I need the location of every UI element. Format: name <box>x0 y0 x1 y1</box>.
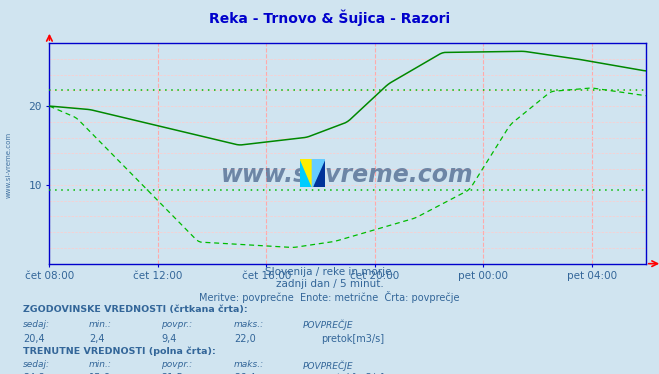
Text: Meritve: povprečne  Enote: metrične  Črta: povprečje: Meritve: povprečne Enote: metrične Črta:… <box>199 291 460 303</box>
Text: Reka - Trnovo & Šujica - Razori: Reka - Trnovo & Šujica - Razori <box>209 9 450 26</box>
Text: min.:: min.: <box>89 360 112 369</box>
Text: 2,4: 2,4 <box>89 334 105 344</box>
Text: POVPREČJE: POVPREČJE <box>303 360 354 371</box>
Text: 21,5: 21,5 <box>161 373 183 374</box>
Text: 20,4: 20,4 <box>23 334 45 344</box>
Text: POVPREČJE: POVPREČJE <box>303 320 354 330</box>
Text: povpr.:: povpr.: <box>161 360 192 369</box>
Text: pretok[m3/s]: pretok[m3/s] <box>322 373 385 374</box>
Text: maks.:: maks.: <box>234 360 264 369</box>
Polygon shape <box>312 159 325 187</box>
Text: www.si-vreme.com: www.si-vreme.com <box>5 132 12 197</box>
Text: 26,4: 26,4 <box>234 373 256 374</box>
Text: 22,0: 22,0 <box>234 334 256 344</box>
Text: maks.:: maks.: <box>234 320 264 329</box>
Text: sedaj:: sedaj: <box>23 360 50 369</box>
Text: povpr.:: povpr.: <box>161 320 192 329</box>
Text: www.si-vreme.com: www.si-vreme.com <box>221 163 474 187</box>
Text: pretok[m3/s]: pretok[m3/s] <box>322 334 385 344</box>
Bar <box>312 159 325 187</box>
Text: 24,8: 24,8 <box>23 373 45 374</box>
Text: TRENUTNE VREDNOSTI (polna črta):: TRENUTNE VREDNOSTI (polna črta): <box>23 347 215 356</box>
Text: sedaj:: sedaj: <box>23 320 50 329</box>
Text: Slovenija / reke in morje.: Slovenija / reke in morje. <box>264 267 395 277</box>
Polygon shape <box>300 159 312 187</box>
Text: zadnji dan / 5 minut.: zadnji dan / 5 minut. <box>275 279 384 289</box>
Text: ZGODOVINSKE VREDNOSTI (črtkana črta):: ZGODOVINSKE VREDNOSTI (črtkana črta): <box>23 305 248 314</box>
Text: min.:: min.: <box>89 320 112 329</box>
Bar <box>300 159 312 187</box>
Text: 15,6: 15,6 <box>89 373 111 374</box>
Text: 9,4: 9,4 <box>161 334 177 344</box>
